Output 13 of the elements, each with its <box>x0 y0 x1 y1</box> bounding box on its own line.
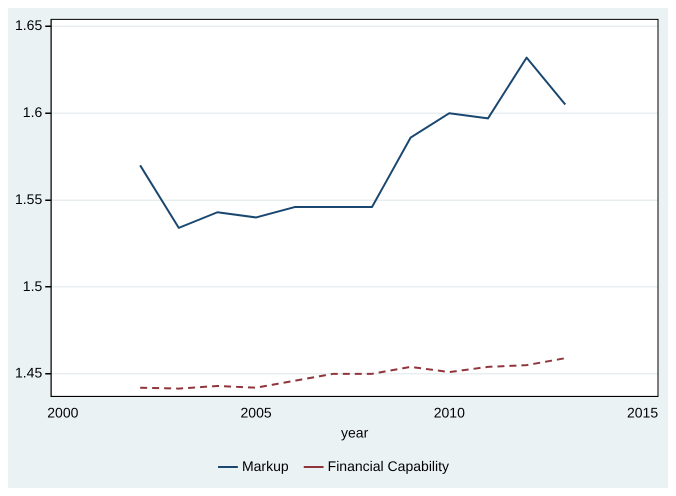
y-tick-label: 1.5 <box>22 278 42 294</box>
y-tick-label: 1.65 <box>15 17 42 34</box>
legend-label: Markup <box>242 458 289 474</box>
y-tick-label: 1.55 <box>15 190 42 207</box>
x-tick-label: 2010 <box>434 404 466 421</box>
legend-label: Financial Capability <box>328 458 450 474</box>
x-tick-label: 2000 <box>47 404 79 421</box>
y-tick-label: 1.6 <box>22 104 42 120</box>
x-axis-title: year <box>341 424 369 440</box>
line-series <box>139 357 566 390</box>
x-tick-label: 2005 <box>240 404 272 421</box>
x-tick-label: 2015 <box>626 404 658 421</box>
y-tick-label: 1.45 <box>15 364 42 381</box>
